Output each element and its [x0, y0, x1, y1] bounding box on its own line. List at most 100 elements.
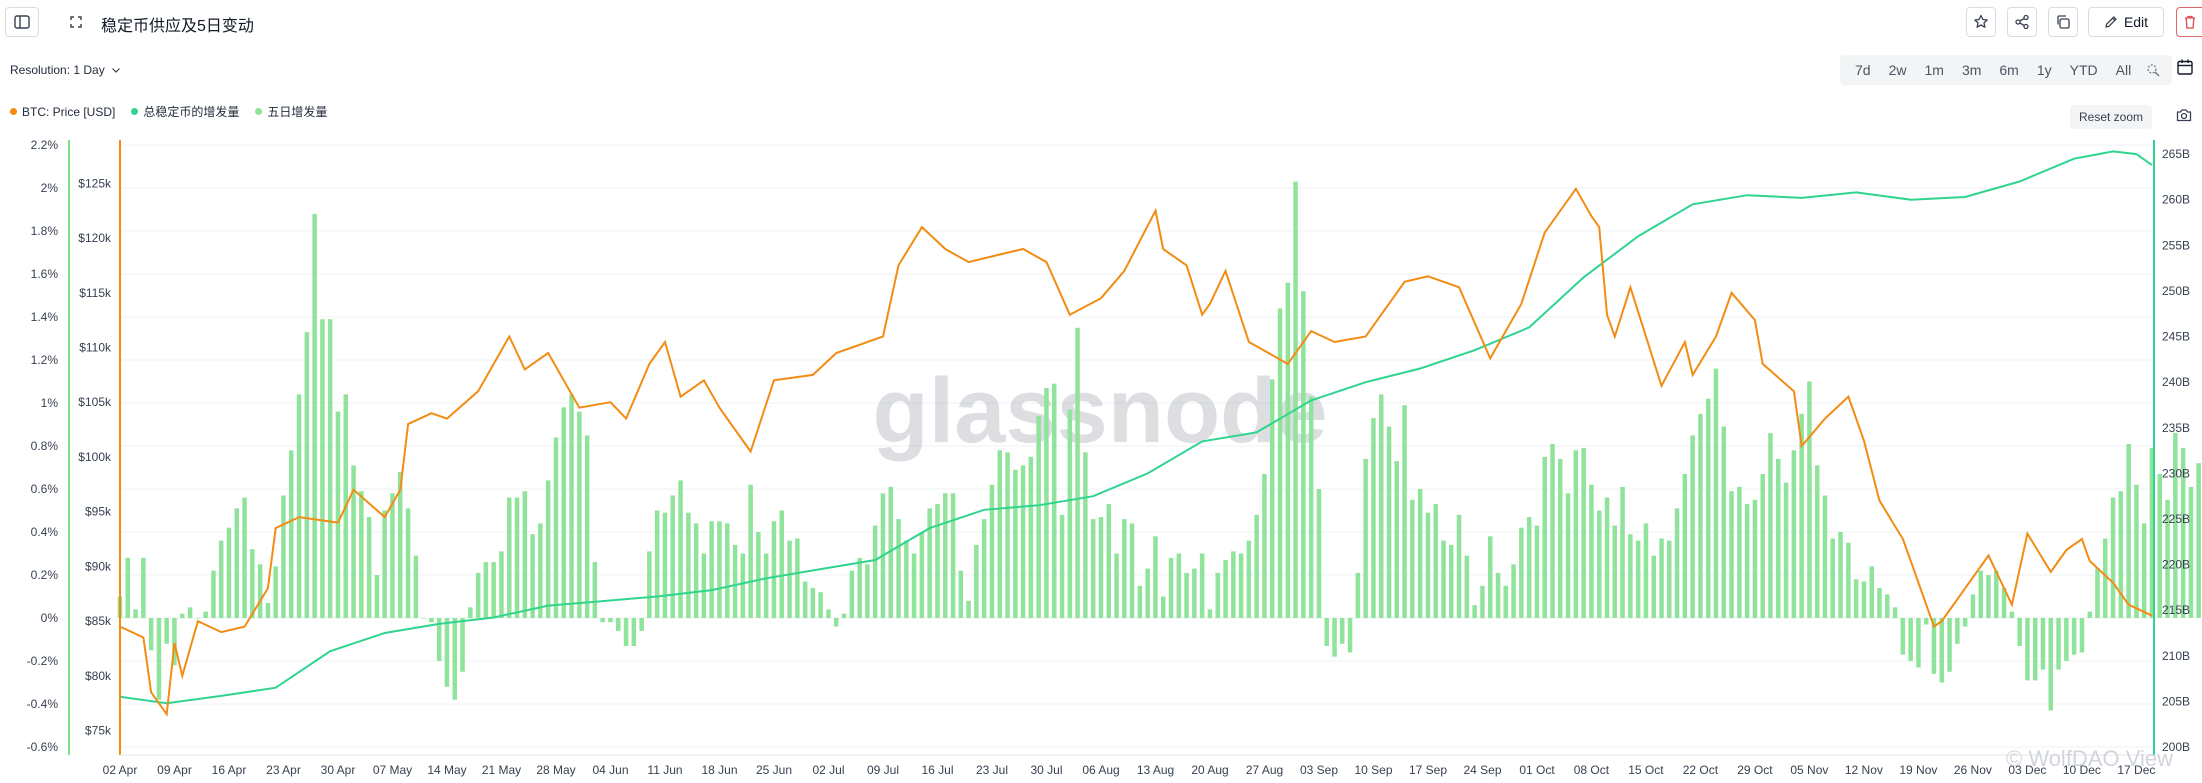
- edit-button[interactable]: Edit: [2088, 7, 2164, 37]
- range-6m[interactable]: 6m: [1999, 62, 2019, 78]
- change-bar: [1924, 618, 1929, 625]
- change-bar: [429, 618, 434, 623]
- range-3m[interactable]: 3m: [1961, 62, 1982, 78]
- change-bar: [1955, 618, 1960, 644]
- legend-item-price[interactable]: BTC: Price [USD]: [10, 103, 115, 120]
- legend-item-change[interactable]: 五日增发量: [255, 103, 327, 120]
- legend-label-change: 五日增发量: [267, 105, 328, 119]
- change-bar: [507, 497, 512, 618]
- change-bar: [1410, 499, 1415, 618]
- change-bar: [872, 525, 878, 618]
- calendar-icon: [2177, 59, 2193, 75]
- resolution-select[interactable]: Resolution: 1 Day: [10, 63, 121, 77]
- change-bar: [631, 618, 637, 646]
- change-bar: [1005, 452, 1010, 618]
- change-bar: [1651, 555, 1656, 618]
- change-bar: [740, 553, 746, 618]
- change-bar: [1059, 514, 1065, 618]
- change-bar: [717, 521, 722, 619]
- change-bar: [1776, 458, 1781, 618]
- change-bar: [686, 512, 691, 618]
- change-bar: [327, 319, 333, 618]
- change-bar: [1262, 474, 1267, 618]
- date-tick-label: 30 Apr: [321, 763, 356, 777]
- change-bar: [1488, 536, 1493, 618]
- change-bar: [141, 557, 146, 618]
- date-tick-label: 17 Sep: [1409, 763, 1447, 777]
- change-bar: [857, 557, 862, 618]
- range-7d[interactable]: 7d: [1855, 62, 1871, 78]
- change-bar: [1114, 553, 1119, 618]
- date-tick-label: 16 Apr: [212, 763, 247, 777]
- sidebar-toggle-button[interactable]: [5, 7, 39, 37]
- change-bar: [1067, 409, 1073, 618]
- change-bar: [2056, 618, 2061, 670]
- chart-canvas[interactable]: glassnode 2.2% 2% 1.8% 1.6% 1.4% 1.2% 1% 0.8% 0.…: [0, 130, 2202, 783]
- change-bar: [1947, 618, 1952, 672]
- change-bar: [678, 480, 683, 618]
- change-bar: [608, 618, 613, 623]
- change-bar: [1223, 560, 1228, 618]
- range-2w[interactable]: 2w: [1888, 62, 1907, 78]
- share-button[interactable]: [2007, 7, 2037, 37]
- change-bar: [2079, 618, 2085, 653]
- change-bar: [1853, 579, 1859, 618]
- change-bar: [616, 618, 621, 631]
- reset-zoom-button[interactable]: Reset zoom: [2070, 105, 2153, 129]
- change-bar: [421, 618, 426, 619]
- calendar-button[interactable]: [2176, 58, 2198, 80]
- change-bar: [1433, 504, 1438, 618]
- change-bar: [1682, 474, 1688, 618]
- share-icon: [2015, 14, 2029, 30]
- change-bar: [1215, 572, 1220, 618]
- date-tick-label: 25 Jun: [756, 763, 792, 777]
- change-bar: [1379, 394, 1384, 618]
- change-tick-label: 1.2%: [31, 353, 59, 367]
- change-bar: [452, 618, 457, 700]
- change-bar: [888, 486, 893, 618]
- change-bar: [1028, 456, 1034, 619]
- change-bar: [966, 600, 971, 618]
- change-bar: [491, 562, 496, 618]
- delete-button[interactable]: [2176, 7, 2202, 37]
- range-1m[interactable]: 1m: [1924, 62, 1944, 78]
- change-bar: [180, 613, 185, 618]
- change-bar: [530, 534, 535, 618]
- change-bar: [1192, 568, 1197, 618]
- change-bar: [164, 618, 169, 644]
- change-bar: [1231, 551, 1236, 618]
- change-bar: [1456, 514, 1462, 618]
- change-bar: [654, 510, 660, 618]
- change-bar: [242, 497, 247, 618]
- legend-item-supply[interactable]: 总稳定币的增发量: [131, 103, 239, 120]
- change-bar: [2157, 474, 2162, 618]
- change-bar: [187, 607, 193, 619]
- favorite-button[interactable]: [1966, 7, 1996, 37]
- range-1y[interactable]: 1y: [2036, 62, 2052, 78]
- change-bar: [312, 213, 317, 619]
- change-bar: [561, 407, 566, 618]
- change-bar: [950, 493, 956, 618]
- date-tick-label: 22 Oct: [1683, 763, 1719, 777]
- change-bar: [701, 553, 707, 618]
- change-bar: [1628, 534, 1633, 618]
- change-bar: [1308, 396, 1314, 618]
- change-bar: [1986, 575, 1991, 618]
- change-bar: [1892, 607, 1898, 619]
- zoom-select-button[interactable]: [2140, 55, 2166, 85]
- change-bar: [1441, 540, 1446, 618]
- expand-button[interactable]: [66, 12, 86, 32]
- supply-tick-label: 205B: [2162, 694, 2190, 708]
- range-ytd[interactable]: YTD: [2069, 62, 2098, 78]
- copy-button[interactable]: [2048, 7, 2078, 37]
- change-bar: [1036, 415, 1041, 618]
- change-bar: [475, 572, 481, 618]
- screenshot-button[interactable]: [2176, 108, 2198, 128]
- change-bar: [2188, 486, 2194, 618]
- supply-tick-label: 265B: [2162, 147, 2190, 161]
- range-all[interactable]: All: [2115, 62, 2132, 78]
- change-tick-label: 0%: [41, 611, 59, 625]
- change-bar: [1807, 381, 1812, 618]
- change-bar: [1449, 544, 1454, 618]
- change-bar: [2048, 618, 2053, 711]
